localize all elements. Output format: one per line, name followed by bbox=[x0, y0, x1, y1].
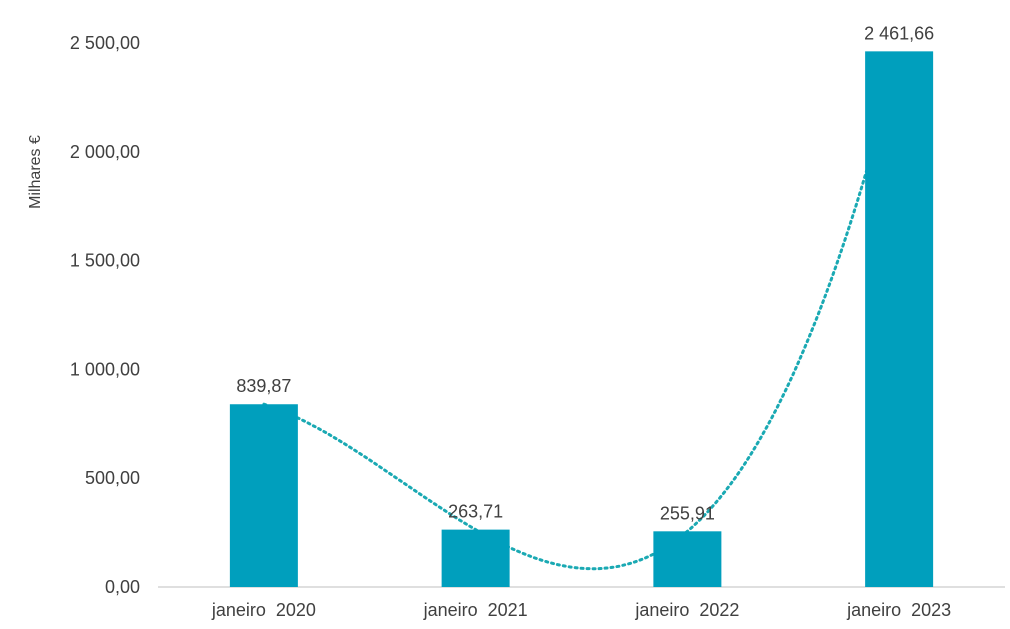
bar bbox=[653, 531, 722, 587]
y-tick-label: 1 000,00 bbox=[70, 359, 140, 379]
trendline bbox=[262, 49, 901, 571]
data-label: 839,87 bbox=[236, 376, 291, 396]
y-axis-tick-labels: 0,00 500,00 1 000,00 1 500,00 2 000,00 2 500,… bbox=[70, 33, 140, 597]
y-tick-label: 2 000,00 bbox=[70, 142, 140, 162]
x-tick-label: janeiro 2022 bbox=[634, 600, 739, 620]
data-label: 255,91 bbox=[660, 503, 715, 523]
data-labels-group: 839,87 263,71 255,91 2 461,66 bbox=[236, 23, 934, 523]
y-axis-title: Milhares € bbox=[27, 135, 44, 209]
y-tick-label: 500,00 bbox=[85, 468, 140, 488]
x-axis-tick-labels: janeiro 2020 janeiro 2021 janeiro 2022 jane… bbox=[211, 600, 951, 620]
bar bbox=[441, 529, 510, 587]
data-label: 2 461,66 bbox=[864, 23, 934, 43]
y-tick-label: 2 500,00 bbox=[70, 33, 140, 53]
bar bbox=[865, 51, 934, 588]
x-tick-label: janeiro 2023 bbox=[846, 600, 951, 620]
y-tick-label: 0,00 bbox=[105, 577, 140, 597]
x-tick-label: janeiro 2020 bbox=[211, 600, 316, 620]
bars-group bbox=[229, 51, 934, 588]
data-label: 263,71 bbox=[448, 502, 503, 522]
x-tick-label: janeiro 2021 bbox=[423, 600, 528, 620]
bar bbox=[229, 404, 298, 587]
trendline-group bbox=[262, 49, 901, 571]
y-tick-label: 1 500,00 bbox=[70, 251, 140, 271]
